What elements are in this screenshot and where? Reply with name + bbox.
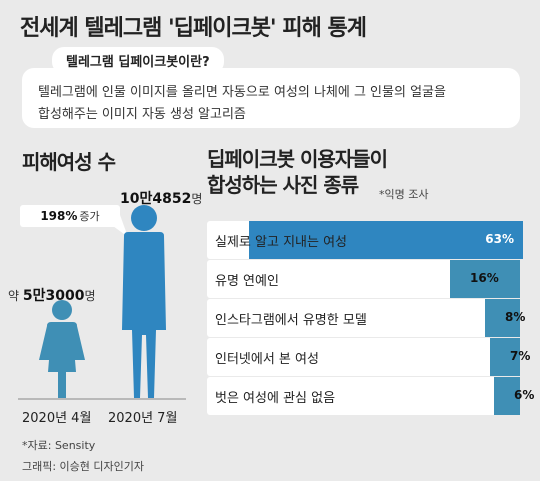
bar-row: 벗은 여성에 관심 없음 6% [207, 377, 534, 415]
anonymous-survey-note: *익명 조사 [379, 188, 429, 201]
users-title-line-1: 딥페이크봇 이용자들이 [207, 147, 388, 171]
before-period-label: 2020년 4월 [22, 411, 92, 426]
after-count-label: 10만4852명 [120, 188, 202, 208]
after-count-value: 10만4852 [120, 191, 192, 207]
after-period-label: 2020년 7월 [108, 411, 178, 426]
bar-background [207, 338, 520, 376]
source-note: *자료: Sensity [22, 439, 96, 452]
users-section-title: 딥페이크봇 이용자들이 합성하는 사진 종류 [207, 146, 388, 198]
bar-value-label: 63% [485, 232, 514, 246]
users-title-line-2: 합성하는 사진 종류 [207, 173, 359, 197]
page-title: 전세계 텔레그램 '딥페이크봇' 피해 통계 [20, 16, 367, 41]
bar-mark [450, 260, 520, 298]
bar-row: 인터넷에서 본 여성 7% [207, 338, 530, 376]
bar-category-label: 유명 연예인 [215, 274, 279, 289]
bar-row: 유명 연예인 16% [207, 260, 520, 298]
bar-mark [485, 299, 520, 337]
before-count-prefix: 약 [8, 289, 20, 303]
bar-value-label: 16% [470, 271, 499, 285]
bar-category-label: 실제로 알고 지내는 여성 [215, 235, 347, 250]
bar-background [207, 299, 520, 337]
bar-value-label: 7% [510, 349, 531, 363]
definition-box: 텔레그램에 인물 이미지를 올리면 자동으로 여성의 나체에 그 인물의 얼굴을… [22, 68, 520, 128]
definition-line-1: 텔레그램에 인물 이미지를 올리면 자동으로 여성의 나체에 그 인물의 얼굴을 [38, 85, 446, 100]
after-count-unit: 명 [191, 192, 203, 206]
victims-section-title: 피해여성 수 [22, 150, 116, 174]
bar-category-label: 인터넷에서 본 여성 [215, 352, 319, 367]
bar-mark [490, 338, 520, 376]
bar-mark [246, 221, 523, 259]
bar-category-label: 인스타그램에서 유명한 모델 [215, 313, 367, 328]
before-count-value: 5만3000 [22, 288, 85, 304]
definition-line-2: 합성해주는 이미지 자동 생성 알고리즘 [38, 107, 246, 122]
bar-row: 실제로 알고 지내는 여성 63% [207, 221, 523, 259]
definition-tag: 텔레그램 딥페이크봇이란? [52, 47, 224, 74]
small-woman-icon [39, 300, 85, 398]
large-woman-icon [122, 205, 166, 398]
increase-callout: 198% 증가 [20, 205, 120, 227]
before-count-label: 약 5만3000명 [8, 285, 96, 305]
bar-category-label: 벗은 여성에 관심 없음 [215, 391, 336, 406]
before-count-unit: 명 [84, 289, 96, 303]
bar-row: 인스타그램에서 유명한 모델 8% [207, 299, 525, 337]
bar-value-label: 6% [514, 388, 535, 402]
increase-value: 198% [40, 209, 78, 223]
increase-label: 증가 [79, 210, 100, 223]
bar-mark [494, 377, 520, 415]
bar-value-label: 8% [505, 310, 526, 324]
graphic-credit: 그래픽: 이승현 디자인기자 [22, 460, 145, 473]
bar-background [207, 377, 520, 415]
